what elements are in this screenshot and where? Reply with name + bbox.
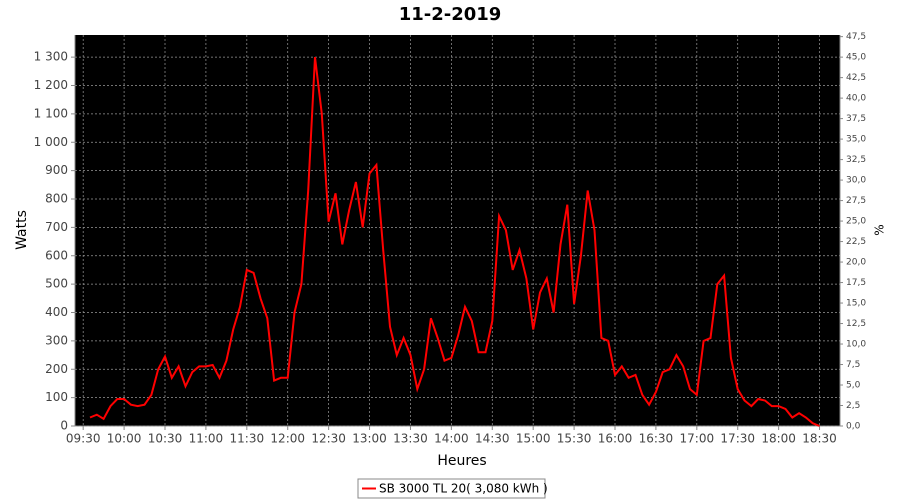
y2-tick-label: 0,0 bbox=[846, 422, 861, 432]
y-tick-label: 300 bbox=[45, 333, 68, 347]
x-tick-label: 14:00 bbox=[434, 432, 469, 446]
y2-tick-label: 45,0 bbox=[846, 53, 866, 63]
y2-tick-label: 22,5 bbox=[846, 237, 866, 247]
y-tick-label: 400 bbox=[45, 305, 68, 319]
x-tick-label: 12:30 bbox=[311, 432, 346, 446]
y2-tick-label: 37,5 bbox=[846, 114, 866, 124]
y2-tick-label: 35,0 bbox=[846, 135, 866, 145]
y2-axis-label: % bbox=[873, 224, 887, 235]
x-tick-label: 10:00 bbox=[107, 432, 142, 446]
x-tick-label: 18:00 bbox=[761, 432, 796, 446]
x-tick-label: 18:30 bbox=[802, 432, 837, 446]
y2-tick-label: 27,5 bbox=[846, 196, 866, 206]
y-tick-label: 1 000 bbox=[34, 135, 68, 149]
y-tick-label: 100 bbox=[45, 390, 68, 404]
x-tick-label: 17:30 bbox=[720, 432, 755, 446]
y2-tick-label: 25,0 bbox=[846, 217, 866, 227]
y2-tick-label: 40,0 bbox=[846, 94, 866, 104]
y2-tick-label: 5,0 bbox=[846, 381, 861, 391]
x-tick-label: 16:30 bbox=[639, 432, 674, 446]
y-tick-label: 0 bbox=[60, 419, 68, 433]
y2-tick-label: 10,0 bbox=[846, 340, 866, 350]
y-axis-label: Watts bbox=[14, 210, 30, 250]
y-tick-label: 900 bbox=[45, 163, 68, 177]
y-tick-label: 200 bbox=[45, 362, 68, 376]
y2-tick-label: 2,5 bbox=[846, 401, 860, 411]
legend-label: SB 3000 TL 20( 3,080 kWh ) bbox=[379, 482, 548, 496]
y-tick-label: 800 bbox=[45, 192, 68, 206]
y2-tick-label: 32,5 bbox=[846, 155, 866, 165]
x-tick-label: 13:30 bbox=[393, 432, 428, 446]
x-tick-label: 16:00 bbox=[598, 432, 633, 446]
legend bbox=[357, 478, 546, 499]
chart-title: 11-2-2019 bbox=[399, 4, 502, 25]
data-line bbox=[89, 56, 820, 427]
y2-tick-label: 12,5 bbox=[846, 319, 866, 329]
x-tick-label: 15:30 bbox=[557, 432, 592, 446]
x-tick-label: 13:00 bbox=[352, 432, 387, 446]
x-tick-label: 11:30 bbox=[230, 432, 265, 446]
y2-tick-label: 30,0 bbox=[846, 176, 866, 186]
y-tick-label: 1 300 bbox=[34, 50, 68, 64]
x-tick-label: 12:00 bbox=[270, 432, 305, 446]
y-tick-label: 1 200 bbox=[34, 78, 68, 92]
y-tick-label: 1 100 bbox=[34, 106, 68, 120]
x-axis-label: Heures bbox=[437, 453, 486, 469]
y2-tick-label: 47,5 bbox=[846, 32, 866, 42]
y-tick-label: 700 bbox=[45, 220, 68, 234]
y2-tick-label: 15,0 bbox=[846, 299, 866, 309]
plot-area bbox=[75, 35, 840, 426]
y-tick-label: 500 bbox=[45, 277, 68, 291]
y2-tick-label: 42,5 bbox=[846, 73, 866, 83]
x-tick-label: 10:30 bbox=[148, 432, 183, 446]
x-tick-label: 15:00 bbox=[516, 432, 551, 446]
x-tick-label: 09:30 bbox=[66, 432, 101, 446]
x-tick-label: 11:00 bbox=[189, 432, 224, 446]
y-tick-label: 600 bbox=[45, 248, 68, 262]
x-tick-label: 14:30 bbox=[475, 432, 510, 446]
y2-tick-label: 20,0 bbox=[846, 258, 866, 268]
x-tick-label: 17:00 bbox=[680, 432, 715, 446]
y2-tick-label: 17,5 bbox=[846, 278, 866, 288]
y2-tick-label: 7,5 bbox=[846, 360, 860, 370]
